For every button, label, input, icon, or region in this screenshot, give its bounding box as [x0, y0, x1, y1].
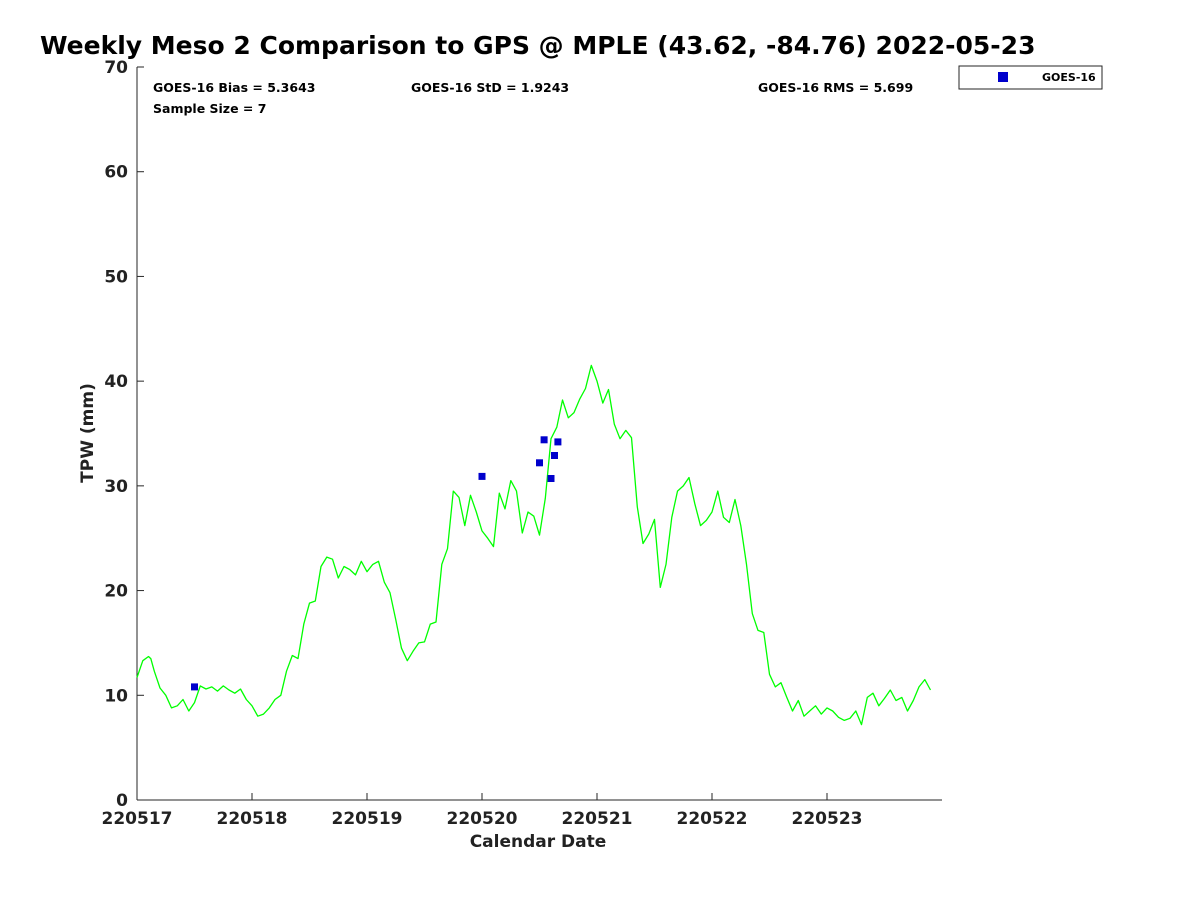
x-axis-label: Calendar Date [470, 832, 607, 852]
legend-box [958, 65, 1103, 90]
x-tick-label: 220517 [102, 809, 173, 829]
y-tick-label: 40 [104, 372, 128, 392]
x-tick-label: 220523 [792, 809, 863, 829]
y-tick-label: 50 [104, 267, 128, 287]
goes16-point [536, 459, 543, 467]
x-axis-ticks: 220517 220518 220519 220520 220521 220522 2205… [102, 793, 863, 829]
stat-sample-size: Sample Size = 7 [153, 101, 266, 116]
y-axis-ticks: 0 10 20 30 40 50 60 70 [104, 58, 144, 811]
y-tick-label: 70 [104, 58, 128, 78]
legend-marker-goes16 [998, 72, 1008, 82]
y-axis-label: TPW (mm) [78, 383, 98, 483]
legend: GOES-16 [958, 65, 1103, 90]
y-tick-label: 0 [116, 791, 128, 811]
plot-background [137, 67, 942, 800]
x-tick-label: 220518 [217, 809, 288, 829]
y-tick-label: 60 [104, 163, 128, 183]
y-tick-label: 20 [104, 582, 128, 602]
stat-std: GOES-16 StD = 1.9243 [411, 80, 569, 95]
x-tick-label: 220519 [332, 809, 403, 829]
goes16-point [478, 472, 486, 480]
plot-area [136, 67, 942, 801]
x-tick-label: 220521 [562, 809, 633, 829]
stat-rms: GOES-16 RMS = 5.699 [758, 80, 913, 95]
legend-label-goes16: GOES-16 [1042, 71, 1096, 84]
goes16-point [540, 436, 548, 444]
goes16-point [547, 475, 555, 482]
goes16-point [554, 438, 562, 446]
x-tick-label: 220522 [677, 809, 748, 829]
x-tick-label: 220520 [447, 809, 518, 829]
y-tick-label: 10 [104, 686, 128, 706]
y-tick-label: 30 [104, 477, 128, 497]
goes16-point [191, 683, 198, 691]
series-group [136, 364, 932, 726]
goes16-point [551, 452, 558, 459]
chart-title: Weekly Meso 2 Comparison to GPS @ MPLE (… [40, 31, 1035, 60]
gps-series-line [136, 364, 932, 726]
stat-bias: GOES-16 Bias = 5.3643 [153, 80, 315, 95]
